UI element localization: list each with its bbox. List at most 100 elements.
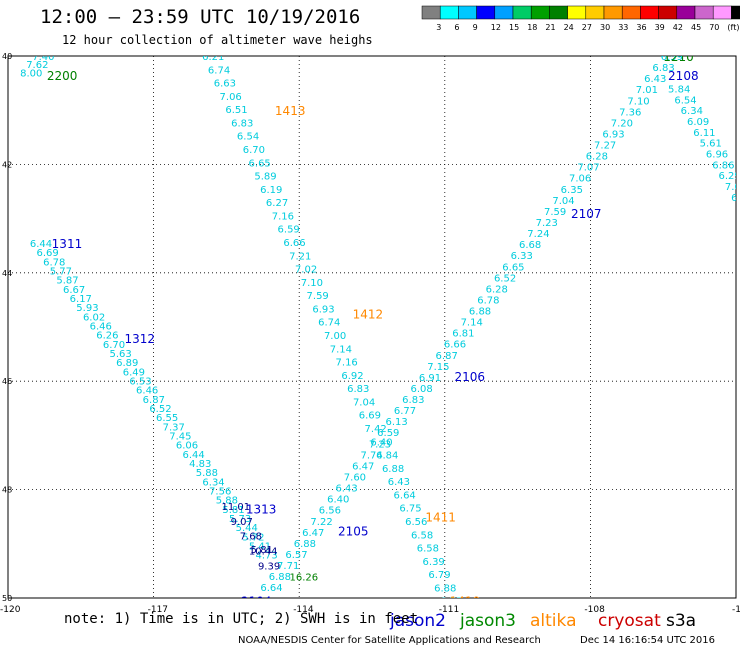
colorbar-swatch — [530, 5, 550, 20]
wave-height-value: 6.88 — [294, 539, 316, 550]
wave-height-value: 6.64 — [260, 583, 282, 594]
colorbar-swatch — [567, 5, 587, 20]
wave-height-value: 6.21 — [202, 52, 224, 63]
wave-height-value: 6.74 — [208, 65, 230, 76]
satellite-name-jason3: jason3 — [459, 611, 516, 631]
colorbar-swatch — [585, 5, 605, 20]
colorbar-tick-label: (ft) — [727, 23, 739, 32]
wave-height-value: 6.88 — [469, 307, 491, 318]
wave-height-value: 7.15 — [427, 362, 449, 373]
wave-height-value: 7.56 — [209, 486, 231, 497]
pass-time-label: 2105 — [338, 524, 369, 538]
wave-height-value: 7.60 — [344, 473, 366, 484]
wave-height-value: 6.34 — [202, 477, 224, 488]
colorbar-swatch — [694, 5, 714, 20]
wave-height-value: 6.26 — [96, 331, 118, 342]
wave-height-value: 6.52 — [149, 404, 171, 415]
wave-height-value: 6.52 — [494, 273, 516, 284]
pass-time-label: 2108 — [668, 69, 699, 83]
wave-height-value: 6.75 — [440, 597, 462, 608]
wave-height-value: 6.49 — [123, 367, 145, 378]
colorbar-swatch — [476, 5, 496, 20]
pass-time-label: 1210 — [663, 50, 694, 64]
plot-frame — [7, 55, 737, 599]
wave-height-value: 6.83 — [652, 63, 674, 74]
wave-height-value: 7.06 — [220, 92, 242, 103]
y-tick-label: 40 — [2, 52, 12, 61]
satellite-name-jason2: jason2 — [389, 611, 446, 631]
colorbar-swatch — [712, 5, 732, 20]
wave-height-value: 6.79 — [428, 570, 450, 581]
wave-height-value: 7.62 — [26, 60, 48, 71]
wave-height-value: 8.00 — [20, 68, 42, 79]
wave-height-value: 6.51 — [225, 105, 247, 116]
wave-height-value: 6.75 — [399, 504, 421, 515]
wave-height-value: 6.87 — [436, 351, 458, 362]
pass-time-label: 2106 — [455, 370, 486, 384]
colorbar-tick-label: 24 — [564, 23, 574, 32]
wave-height-value: 6.27 — [266, 198, 288, 209]
wave-height-value: 6.09 — [687, 117, 709, 128]
wave-height-value: 6.88 — [434, 583, 456, 594]
x-tick-label: -120 — [0, 605, 21, 615]
wave-height-value: 7.0 — [725, 182, 740, 193]
colorbar-swatch — [640, 5, 659, 20]
wave-height-value: 9.07 — [231, 517, 253, 528]
wave-height-value: 10.44 — [249, 547, 278, 558]
wave-height-value: 7.74 — [360, 450, 382, 461]
colorbar-swatch — [731, 5, 740, 20]
colorbar-tick-label: 9 — [473, 23, 478, 32]
wave-height-value: 6.28 — [586, 152, 608, 163]
wave-height-value: 7.59 — [307, 291, 329, 302]
wave-height-value: 5.93 — [76, 303, 98, 314]
wave-height-value: 7.27 — [594, 141, 616, 152]
wave-height-value: 6.78 — [43, 257, 65, 268]
wave-height-value: 7.02 — [295, 265, 317, 276]
wave-height-value: 7.14 — [330, 344, 352, 355]
wave-height-value: 6.40 — [370, 437, 392, 448]
wave-height-value: 6.56 — [405, 517, 427, 528]
wave-height-value: 6.02 — [83, 312, 105, 323]
wave-height-value: 5.87 — [56, 276, 78, 287]
wave-height-value: 7.71 — [277, 561, 299, 572]
plot-area: -120-117-114-111-108-104042444648506.446… — [0, 50, 740, 615]
wave-height-value: 6.88 — [382, 464, 404, 475]
wave-height-value: 6.43 — [388, 477, 410, 488]
pass-time-label: 2107 — [571, 207, 602, 221]
wave-height-value: 5.44 — [236, 523, 258, 534]
footer-note: note: 1) Time is in UTC; 2) SWH is in fe… — [64, 611, 419, 627]
wave-height-value: 5.41 — [249, 541, 271, 552]
wave-height-value: 16.26 — [289, 572, 318, 583]
colorbar-swatch — [658, 5, 678, 20]
wave-height-value: 6.96 — [706, 150, 728, 161]
colorbar-tick-label: 33 — [618, 23, 628, 32]
wave-height-value: 6.17 — [70, 294, 92, 305]
wave-height-value: 9.39 — [258, 561, 280, 572]
wave-height-value: 7.37 — [163, 422, 185, 433]
wave-height-value: 6.69 — [359, 411, 381, 422]
wave-height-value: 7.24 — [527, 229, 549, 240]
colorbar-swatch — [621, 5, 641, 20]
wave-height-value: 5.81 — [222, 505, 244, 516]
wave-height-value: 6.83 — [231, 118, 253, 129]
wave-height-value: 5.89 — [254, 172, 276, 183]
wave-height-value: 7.20 — [611, 118, 633, 129]
wave-height-value: 6.91 — [419, 373, 441, 384]
wave-height-value: 6.89 — [116, 358, 138, 369]
wave-height-value: 7.00 — [324, 331, 346, 342]
colorbar-tick-label: 36 — [636, 23, 646, 32]
wave-height-value: 7.16 — [336, 358, 358, 369]
satellite-name-altika: altika — [530, 611, 577, 631]
wave-height-value: 6.83 — [347, 384, 369, 395]
wave-height-value: 6.93 — [312, 304, 334, 315]
wave-height-value: 6.92 — [341, 371, 363, 382]
wave-height-value: 5.63 — [109, 349, 131, 360]
colorbar-swatch — [458, 5, 477, 20]
wave-height-value: 6.64 — [394, 490, 416, 501]
wave-height-value: 6.86 — [712, 160, 734, 171]
wave-height-value: 6.59 — [278, 225, 300, 236]
wave-height-value: 6.69 — [36, 248, 58, 259]
wave-height-value: 6.35 — [561, 185, 583, 196]
wave-height-value: 6.88 — [269, 572, 291, 583]
y-tick-label: 46 — [2, 377, 12, 386]
